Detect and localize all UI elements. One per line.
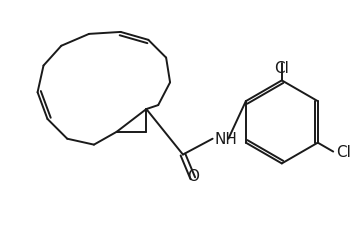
- Text: Cl: Cl: [274, 60, 289, 75]
- Text: Cl: Cl: [336, 144, 351, 159]
- Text: NH: NH: [215, 132, 238, 147]
- Text: O: O: [187, 168, 199, 183]
